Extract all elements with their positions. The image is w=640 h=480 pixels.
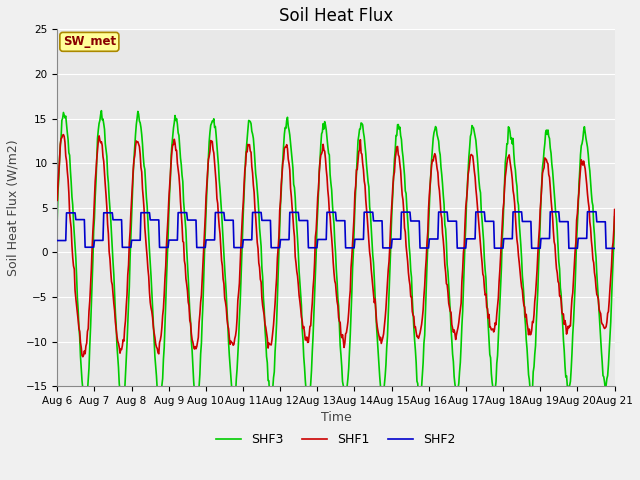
X-axis label: Time: Time: [321, 411, 351, 424]
SHF1: [53, 197, 61, 203]
SHF2: [177, 210, 185, 216]
Line: SHF2: SHF2: [57, 212, 614, 248]
SHF1: [405, 277, 413, 283]
Title: Soil Heat Flux: Soil Heat Flux: [279, 7, 393, 25]
SHF1: [422, 267, 429, 273]
SHF1: [122, 303, 130, 309]
SHF2: [420, 245, 428, 251]
SHF3: [122, 372, 129, 378]
SHF3: [405, 243, 413, 249]
SHF2: [602, 245, 610, 251]
Y-axis label: Soil Heat Flux (W/m2): Soil Heat Flux (W/m2): [7, 139, 20, 276]
SHF2: [207, 237, 214, 243]
SHF3: [179, 179, 187, 184]
SHF3: [97, 108, 105, 114]
SHF2: [404, 209, 412, 215]
SHF3: [156, 407, 163, 412]
Line: SHF1: SHF1: [57, 134, 614, 357]
SHF2: [53, 238, 61, 243]
SHF1: [209, 138, 216, 144]
SHF1: [60, 132, 67, 137]
Legend: SHF3, SHF1, SHF2: SHF3, SHF1, SHF2: [211, 428, 461, 451]
SHF2: [63, 210, 71, 216]
SHF1: [79, 354, 86, 360]
SHF3: [422, 309, 429, 314]
SHF1: [611, 206, 618, 212]
SHF1: [179, 239, 187, 244]
SHF2: [584, 209, 591, 215]
SHF1: [64, 177, 72, 182]
SHF3: [611, 214, 618, 220]
SHF2: [121, 244, 129, 250]
SHF2: [611, 245, 618, 251]
SHF3: [209, 118, 216, 124]
Text: SW_met: SW_met: [63, 36, 116, 48]
SHF3: [63, 130, 71, 135]
SHF3: [53, 216, 61, 222]
Line: SHF3: SHF3: [57, 111, 614, 409]
